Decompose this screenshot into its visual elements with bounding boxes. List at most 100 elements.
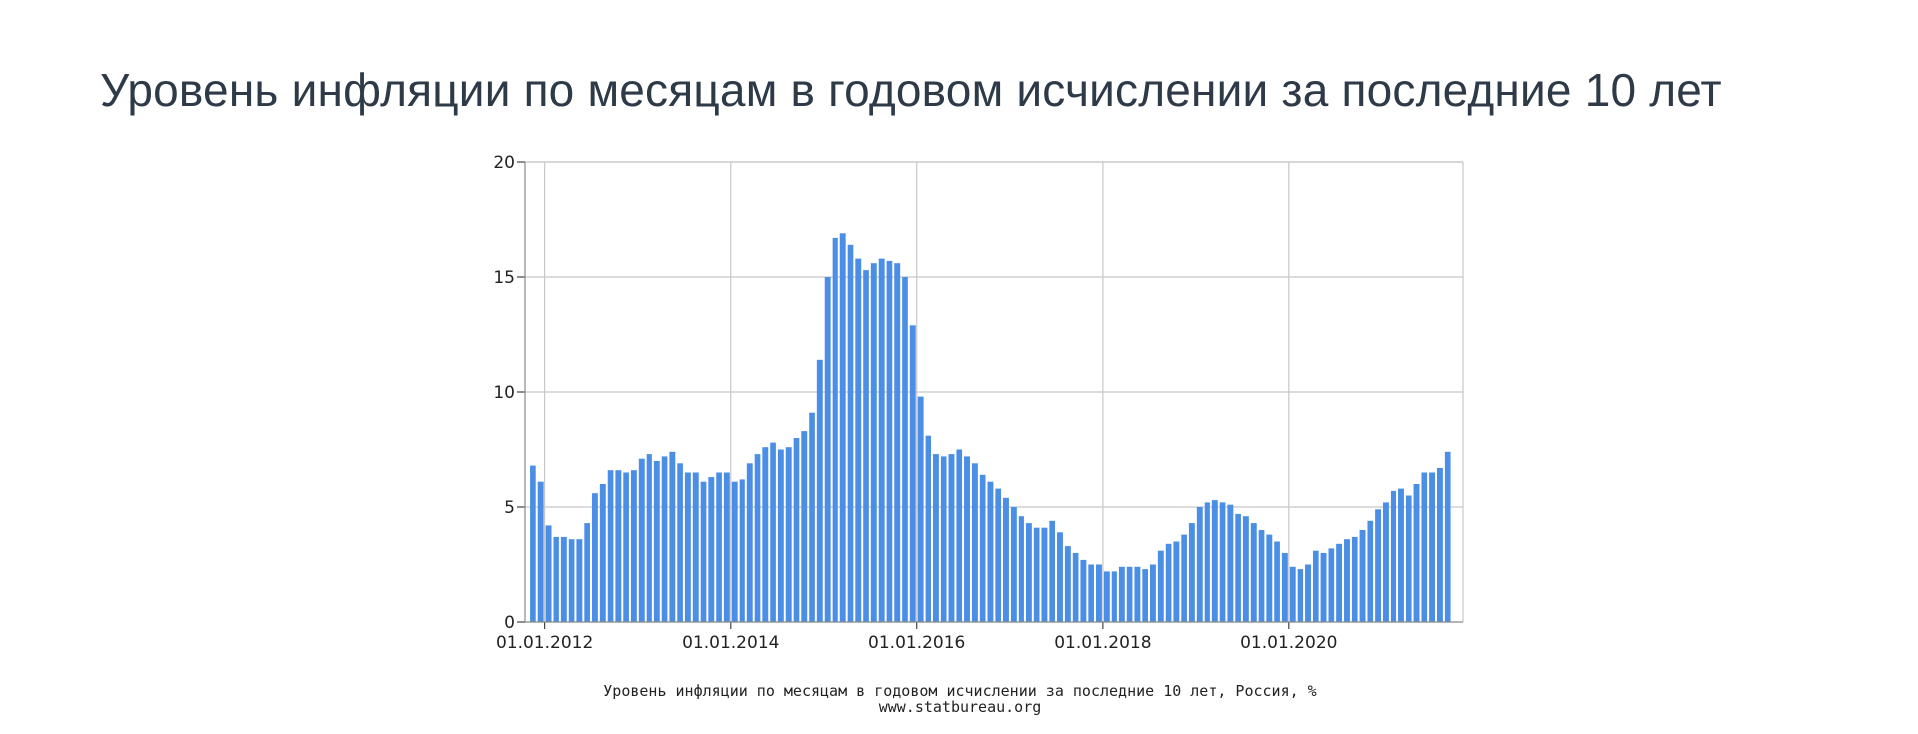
inflation-bar: [964, 456, 970, 622]
inflation-bar: [1095, 564, 1102, 622]
y-tick-label: 5: [504, 498, 515, 518]
inflation-bar: [839, 233, 846, 623]
inflation-bar: [1289, 566, 1296, 622]
inflation-bar: [700, 481, 707, 622]
x-tick-label: 01.01.2016: [868, 633, 965, 653]
inflation-bar: [1057, 532, 1063, 622]
inflation-bar: [1103, 571, 1110, 622]
y-tick-label: 10: [493, 383, 515, 403]
inflation-bar: [1134, 566, 1141, 622]
inflation-bar: [739, 479, 745, 622]
inflation-bar: [824, 277, 831, 622]
inflation-bar: [1018, 516, 1024, 622]
inflation-bar: [615, 470, 622, 622]
inflation-bar: [530, 465, 536, 622]
inflation-bar: [607, 470, 614, 622]
inflation-bar: [1336, 543, 1343, 622]
inflation-bar: [1258, 530, 1265, 622]
inflation-bar: [1359, 530, 1366, 622]
inflation-bar: [995, 488, 1002, 622]
inflation-bar: [793, 438, 800, 622]
inflation-bar: [816, 359, 823, 622]
inflation-bar: [1025, 523, 1032, 622]
inflation-bar: [1088, 564, 1094, 622]
inflation-bar: [560, 536, 567, 622]
inflation-bar: [1328, 548, 1335, 622]
inflation-bar: [925, 435, 931, 622]
inflation-bar: [987, 481, 994, 622]
chart-axes: 0 5 10 15 20 01.01.2012 01.01.2014 01.01.2016 01…: [493, 153, 1463, 653]
inflation-bar: [1188, 523, 1195, 622]
inflation-bar: [661, 456, 668, 622]
inflation-bar: [684, 472, 691, 622]
inflation-bar: [932, 454, 939, 622]
y-tick-label: 20: [493, 153, 515, 173]
inflation-bar: [591, 493, 598, 622]
inflation-bar: [1297, 569, 1304, 622]
inflation-bar: [677, 463, 683, 622]
inflation-bar: [832, 237, 838, 622]
inflation-bar: [1437, 467, 1443, 622]
inflation-bar: [1266, 534, 1273, 622]
inflation-bar: [1173, 541, 1180, 622]
inflation-bar: [971, 463, 978, 622]
inflation-bar: [1126, 566, 1133, 622]
inflation-bar: [1421, 472, 1428, 622]
inflation-bar: [568, 539, 575, 622]
x-tick-label: 01.01.2020: [1240, 633, 1337, 653]
inflation-bar: [1312, 550, 1319, 622]
inflation-bar: [1429, 472, 1436, 622]
inflation-bar: [1211, 500, 1218, 622]
inflation-bar: [870, 263, 877, 622]
inflation-bar: [909, 325, 916, 622]
inflation-bar: [1157, 550, 1164, 622]
chart-caption: Уровень инфляции по месяцам в годовом ис…: [603, 682, 1316, 700]
page-title: Уровень инфляции по месяцам в годовом ис…: [100, 64, 1722, 116]
inflation-bar: [809, 412, 815, 622]
inflation-bar: [1274, 541, 1280, 622]
inflation-bar: [1041, 527, 1048, 622]
inflation-bar: [1142, 569, 1148, 622]
inflation-bar: [1235, 513, 1241, 622]
inflation-bar: [584, 523, 590, 622]
inflation-bar: [1405, 495, 1412, 622]
y-tick-label: 0: [504, 613, 515, 633]
inflation-bar: [886, 260, 893, 622]
inflation-bar: [1390, 490, 1397, 622]
inflation-bar: [777, 449, 784, 622]
inflation-bar: [1165, 543, 1172, 622]
inflation-bar: [948, 454, 955, 622]
inflation-bar: [630, 470, 637, 622]
inflation-bar: [1227, 504, 1234, 622]
inflation-bar: [1010, 507, 1017, 622]
inflation-bar: [599, 484, 606, 622]
x-tick-label: 01.01.2012: [496, 633, 593, 653]
inflation-bar: [1375, 509, 1382, 622]
inflation-bar: [754, 454, 761, 622]
inflation-bar: [553, 536, 559, 622]
inflation-bar: [1111, 571, 1117, 622]
inflation-bar: [1072, 553, 1079, 622]
inflation-bar: [646, 454, 652, 622]
inflation-bar: [723, 472, 730, 622]
inflation-bar: [1444, 451, 1451, 622]
x-tick-label: 01.01.2018: [1054, 633, 1151, 653]
inflation-bar: [894, 263, 901, 622]
inflation-bar: [902, 277, 908, 622]
inflation-bar: [716, 472, 722, 622]
inflation-bar: [762, 447, 769, 622]
inflation-bar: [1196, 507, 1203, 622]
inflation-bar: [1118, 566, 1125, 622]
inflation-bar: [1064, 546, 1071, 622]
inflation-bar: [1351, 536, 1358, 622]
inflation-bar: [1204, 502, 1210, 622]
inflation-bar: [746, 463, 753, 622]
inflation-bar: [1033, 527, 1040, 622]
inflation-bar: [770, 442, 776, 622]
inflation-bar: [537, 481, 544, 622]
inflation-bar: [692, 472, 699, 622]
inflation-bar: [1250, 523, 1257, 622]
inflation-bar: [785, 447, 792, 622]
inflation-bar: [917, 396, 924, 622]
